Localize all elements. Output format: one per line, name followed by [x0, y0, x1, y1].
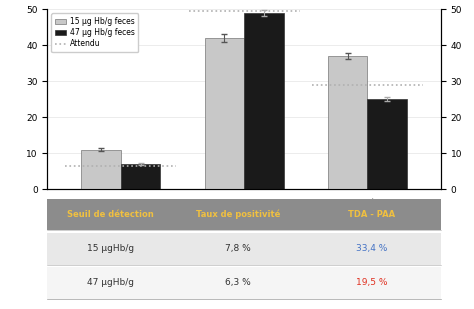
Bar: [173, 199, 303, 231]
Text: 7,8 %: 7,8 %: [225, 244, 251, 253]
Bar: [244, 13, 283, 189]
Bar: [47, 267, 173, 298]
Text: 15 μgHb/g: 15 μgHb/g: [87, 244, 134, 253]
Bar: [303, 267, 441, 298]
Bar: [47, 233, 173, 265]
Text: 33,4 %: 33,4 %: [356, 244, 388, 253]
Bar: [328, 56, 367, 189]
Text: 6,3 %: 6,3 %: [225, 278, 251, 287]
Bar: [205, 38, 244, 189]
Bar: [173, 267, 303, 298]
Bar: [303, 233, 441, 265]
Bar: [47, 199, 173, 231]
Text: Seuil de détection: Seuil de détection: [67, 210, 154, 219]
Text: 19,5 %: 19,5 %: [356, 278, 388, 287]
Bar: [367, 99, 407, 189]
Bar: [82, 150, 121, 189]
Text: 47 μgHb/g: 47 μgHb/g: [87, 278, 134, 287]
Bar: [173, 233, 303, 265]
Text: TDA - PAA: TDA - PAA: [348, 210, 395, 219]
Bar: [303, 199, 441, 231]
Bar: [121, 164, 160, 189]
Text: Taux de positivité: Taux de positivité: [196, 210, 281, 219]
Legend: 15 μg Hb/g feces, 47 μg Hb/g feces, Attendu: 15 μg Hb/g feces, 47 μg Hb/g feces, Atte…: [51, 13, 138, 52]
